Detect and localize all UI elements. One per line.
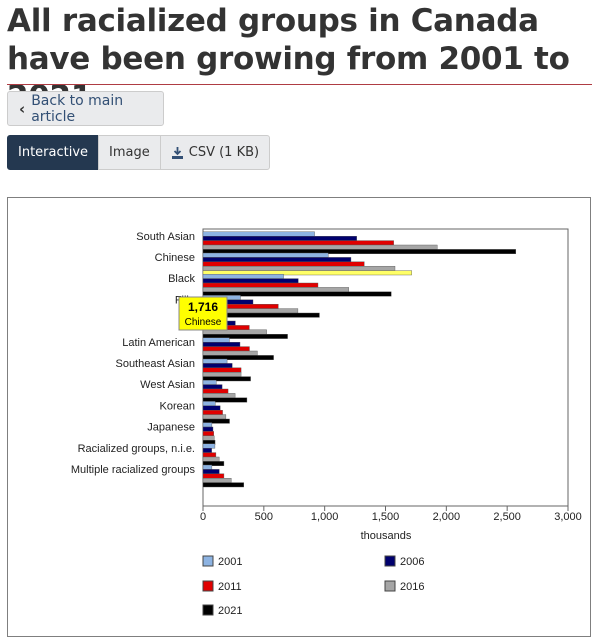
bar (202, 252, 329, 258)
bar (202, 273, 284, 279)
bar (202, 379, 217, 385)
bar (202, 469, 220, 474)
bar (202, 278, 299, 284)
title-rule (7, 84, 592, 85)
bar (202, 456, 220, 462)
category-label: Southeast Asian (115, 358, 195, 370)
legend-swatch (384, 555, 396, 567)
tab-csv-label: CSV (1 KB) (188, 145, 260, 160)
category-label: Black (168, 273, 195, 285)
bar (202, 265, 396, 271)
legend-swatch (384, 580, 396, 592)
bar (202, 452, 217, 458)
category-label: West Asian (140, 379, 195, 391)
bar (202, 346, 250, 352)
bar (202, 240, 394, 246)
bar (202, 341, 241, 347)
tooltip-box (178, 296, 228, 331)
page-title: All racialized groups in Canada have bee… (7, 3, 570, 115)
bar (202, 388, 229, 394)
category-label: Racialized groups, n.i.e. (78, 443, 195, 455)
x-tick-label: 2,000 (433, 511, 461, 523)
bar (202, 231, 315, 237)
legend-swatch (202, 580, 214, 592)
bar-chart: South AsianChineseBlackFilipALatin Ameri… (71, 228, 582, 617)
x-tick-label: 500 (255, 511, 273, 523)
back-button-label: Back to main article (31, 92, 124, 125)
bar (202, 337, 230, 343)
bar (202, 384, 223, 390)
bar (202, 244, 438, 250)
category-label: Chinese (155, 252, 195, 264)
category-label: Multiple racialized groups (71, 464, 196, 476)
category-label: South Asian (136, 231, 195, 243)
bar (202, 401, 216, 406)
x-tick-label: 0 (200, 511, 206, 523)
bar (202, 461, 225, 466)
bar (202, 287, 349, 293)
legend-label: 2021 (218, 605, 242, 617)
bar (202, 482, 244, 488)
bar (202, 464, 213, 470)
bar (202, 350, 258, 356)
legend-label: 2006 (400, 556, 424, 568)
tooltip-value: 1,716 (188, 300, 218, 314)
tab-interactive-label: Interactive (18, 145, 89, 160)
bar (202, 431, 214, 436)
x-tick-label: 1,000 (311, 511, 339, 523)
bar (202, 333, 288, 339)
view-tabs: Interactive Image CSV (1 KB) (7, 135, 271, 170)
legend-label: 2016 (400, 581, 424, 593)
x-tick-label: 1,500 (372, 511, 400, 523)
bar (202, 418, 230, 424)
bar (202, 376, 251, 382)
bar (202, 282, 319, 288)
chevron-left-icon: ‹ (19, 99, 26, 118)
bar (202, 397, 248, 403)
bar (202, 249, 517, 255)
x-tick-label: 3,000 (554, 511, 582, 523)
tab-interactive[interactable]: Interactive (7, 135, 100, 170)
legend-swatch (202, 604, 214, 616)
bar (202, 435, 215, 441)
bar (202, 367, 242, 373)
back-to-article-button[interactable]: ‹ Back to main article (7, 91, 164, 126)
category-label: Japanese (147, 422, 195, 434)
bar (202, 478, 232, 483)
bar (202, 371, 242, 377)
bar (202, 363, 233, 368)
bar (202, 409, 223, 415)
bar (202, 236, 357, 241)
bar (202, 257, 352, 263)
tooltip-category: Chinese (185, 317, 222, 328)
chart-container: South AsianChineseBlackFilipALatin Ameri… (7, 197, 591, 637)
legend-label: 2001 (218, 556, 242, 568)
bar (202, 261, 365, 267)
x-axis-label: thousands (361, 530, 412, 542)
tab-image-label: Image (109, 145, 150, 160)
category-label: Korean (160, 400, 195, 412)
legend-swatch (202, 555, 214, 567)
x-tick-label: 2,500 (493, 511, 521, 523)
bar (202, 358, 228, 364)
tab-image[interactable]: Image (98, 135, 161, 170)
bar (202, 426, 214, 432)
bar (202, 443, 216, 449)
bar (202, 422, 213, 428)
download-icon (171, 146, 183, 159)
bar (202, 447, 212, 453)
bar (202, 393, 236, 398)
bar (202, 270, 412, 276)
bar (202, 405, 221, 411)
bar (202, 291, 392, 297)
category-label: Latin American (122, 337, 195, 349)
bar (202, 473, 225, 479)
tab-csv[interactable]: CSV (1 KB) (159, 135, 271, 170)
bar (202, 355, 274, 360)
bar (202, 414, 227, 420)
legend-label: 2011 (218, 581, 242, 593)
